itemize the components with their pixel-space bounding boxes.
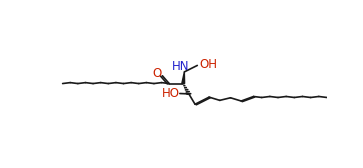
Polygon shape: [182, 72, 185, 83]
Text: OH: OH: [200, 58, 217, 71]
Text: O: O: [153, 67, 162, 80]
Text: HO: HO: [162, 87, 180, 100]
Text: HN: HN: [172, 60, 190, 73]
